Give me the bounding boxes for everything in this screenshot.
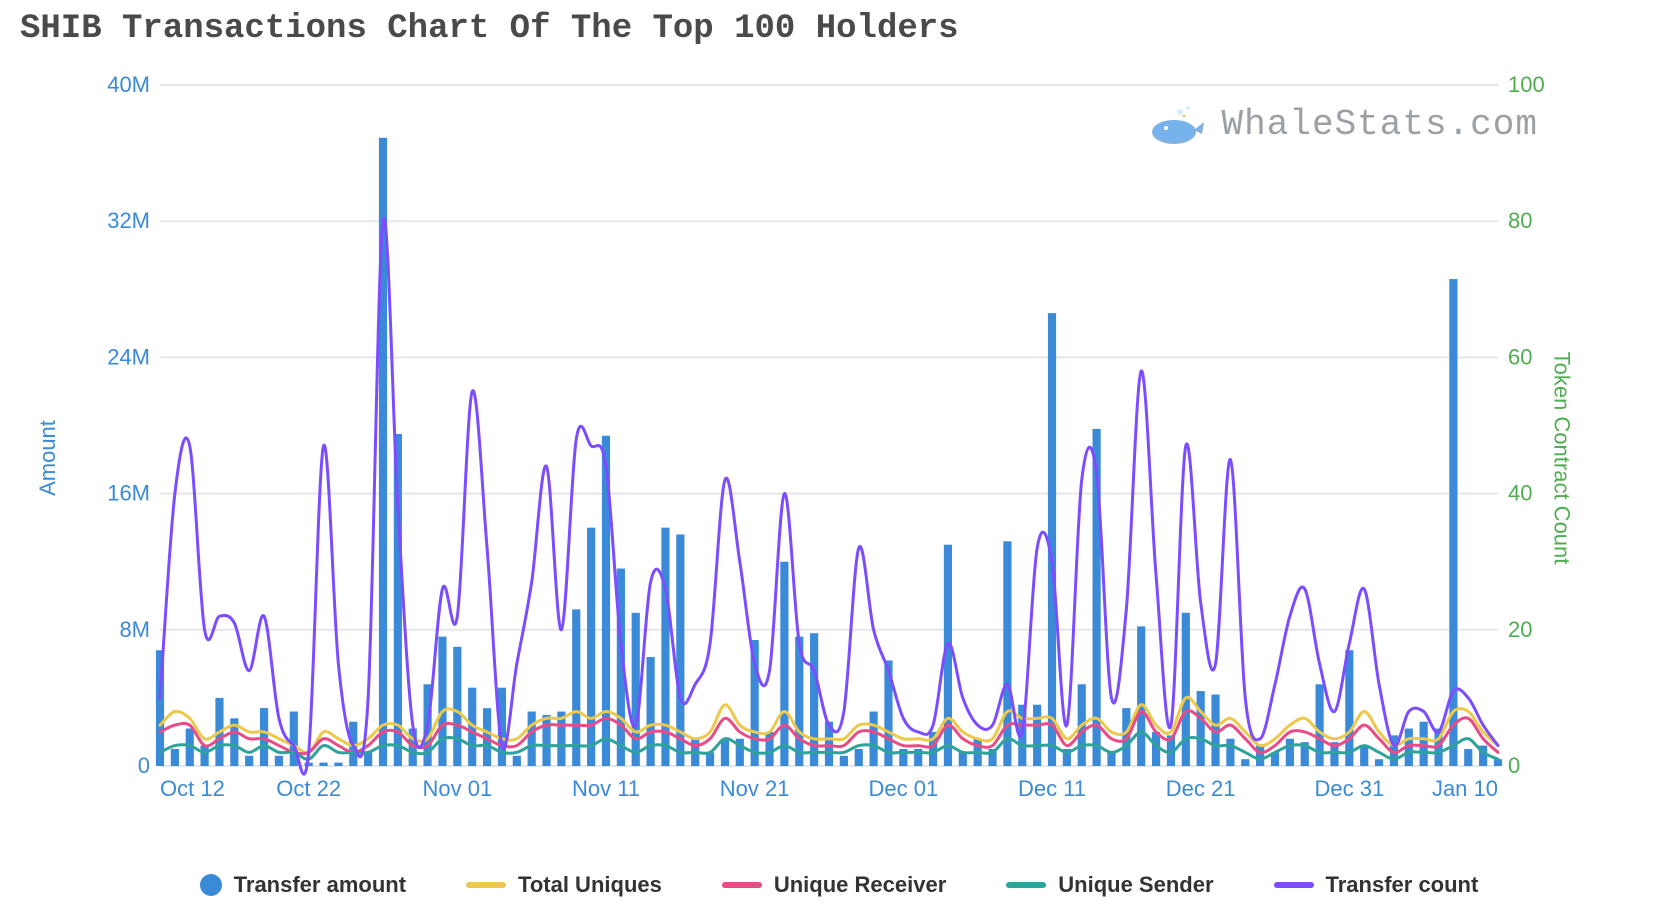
legend-item-unique_sender[interactable]: Unique Sender	[1006, 872, 1213, 898]
bar	[587, 528, 595, 766]
bar	[1003, 541, 1011, 766]
bar	[334, 763, 342, 766]
bar	[1464, 749, 1472, 766]
bar	[364, 752, 372, 766]
bar	[647, 657, 655, 766]
bar	[1286, 739, 1294, 766]
bar	[840, 756, 848, 766]
chart-container: SHIB Transactions Chart Of The Top 100 H…	[0, 0, 1678, 916]
legend-swatch	[466, 882, 506, 888]
bar	[780, 562, 788, 766]
bar	[319, 763, 327, 766]
bar	[1345, 650, 1353, 766]
bar	[245, 756, 253, 766]
y2-tick-label: 80	[1508, 208, 1532, 233]
bar	[513, 756, 521, 766]
bar	[632, 613, 640, 766]
bar	[855, 749, 863, 766]
x-tick-label: Jan 10	[1432, 776, 1498, 801]
y2-tick-label: 0	[1508, 753, 1520, 778]
x-tick-label: Oct 22	[276, 776, 341, 801]
x-tick-label: Dec 21	[1166, 776, 1236, 801]
bar	[453, 647, 461, 766]
legend-swatch	[1006, 882, 1046, 888]
bar	[1137, 626, 1145, 766]
bar	[438, 637, 446, 766]
legend-label: Total Uniques	[518, 872, 662, 898]
y2-tick-label: 40	[1508, 481, 1532, 506]
legend-swatch	[200, 874, 222, 896]
bar	[721, 739, 729, 766]
plot-area: 08M16M24M32M40M020406080100Oct 12Oct 22N…	[90, 80, 1568, 806]
x-tick-label: Dec 01	[868, 776, 938, 801]
y1-tick-label: 8M	[119, 617, 150, 642]
bar	[1420, 722, 1428, 766]
bar	[1226, 739, 1234, 766]
y1-tick-label: 40M	[107, 72, 150, 97]
x-tick-label: Dec 31	[1314, 776, 1384, 801]
bar	[542, 715, 550, 766]
bar	[1197, 691, 1205, 766]
bar	[171, 749, 179, 766]
legend-item-transfer_count[interactable]: Transfer count	[1274, 872, 1479, 898]
y1-tick-label: 0	[138, 753, 150, 778]
bar	[1360, 746, 1368, 766]
bar	[1033, 705, 1041, 766]
bar	[1048, 313, 1056, 766]
bar	[572, 609, 580, 766]
bar	[959, 752, 967, 766]
legend-item-transfer_amount[interactable]: Transfer amount	[200, 872, 406, 898]
legend-item-unique_receiver[interactable]: Unique Receiver	[722, 872, 946, 898]
x-tick-label: Nov 01	[422, 776, 492, 801]
bar	[1241, 759, 1249, 766]
legend-item-total_uniques[interactable]: Total Uniques	[466, 872, 662, 898]
chart-title: SHIB Transactions Chart Of The Top 100 H…	[20, 10, 959, 48]
legend-swatch	[722, 882, 762, 888]
bar	[1256, 746, 1264, 766]
y1-tick-label: 32M	[107, 208, 150, 233]
bar	[1375, 759, 1383, 766]
plot-svg: 08M16M24M32M40M020406080100Oct 12Oct 22N…	[90, 80, 1568, 806]
legend-label: Transfer amount	[234, 872, 406, 898]
x-tick-label: Nov 11	[572, 776, 640, 801]
bar	[1107, 752, 1115, 766]
legend-label: Transfer count	[1326, 872, 1479, 898]
y1-axis-label: Amount	[35, 420, 61, 496]
legend-label: Unique Sender	[1058, 872, 1213, 898]
legend-swatch	[1274, 882, 1314, 888]
bar	[201, 746, 209, 766]
y2-tick-label: 100	[1508, 72, 1545, 97]
y2-tick-label: 60	[1508, 344, 1532, 369]
y1-tick-label: 24M	[107, 344, 150, 369]
bar	[275, 756, 283, 766]
series-line-transfer_count	[160, 218, 1498, 774]
x-tick-label: Oct 12	[160, 776, 225, 801]
x-tick-label: Nov 21	[720, 776, 790, 801]
y2-tick-label: 20	[1508, 617, 1532, 642]
legend-label: Unique Receiver	[774, 872, 946, 898]
bar	[870, 712, 878, 766]
y1-tick-label: 16M	[107, 481, 150, 506]
bar	[528, 712, 536, 766]
legend: Transfer amount Total Uniques Unique Recei…	[0, 872, 1678, 898]
x-tick-label: Dec 11	[1018, 776, 1086, 801]
